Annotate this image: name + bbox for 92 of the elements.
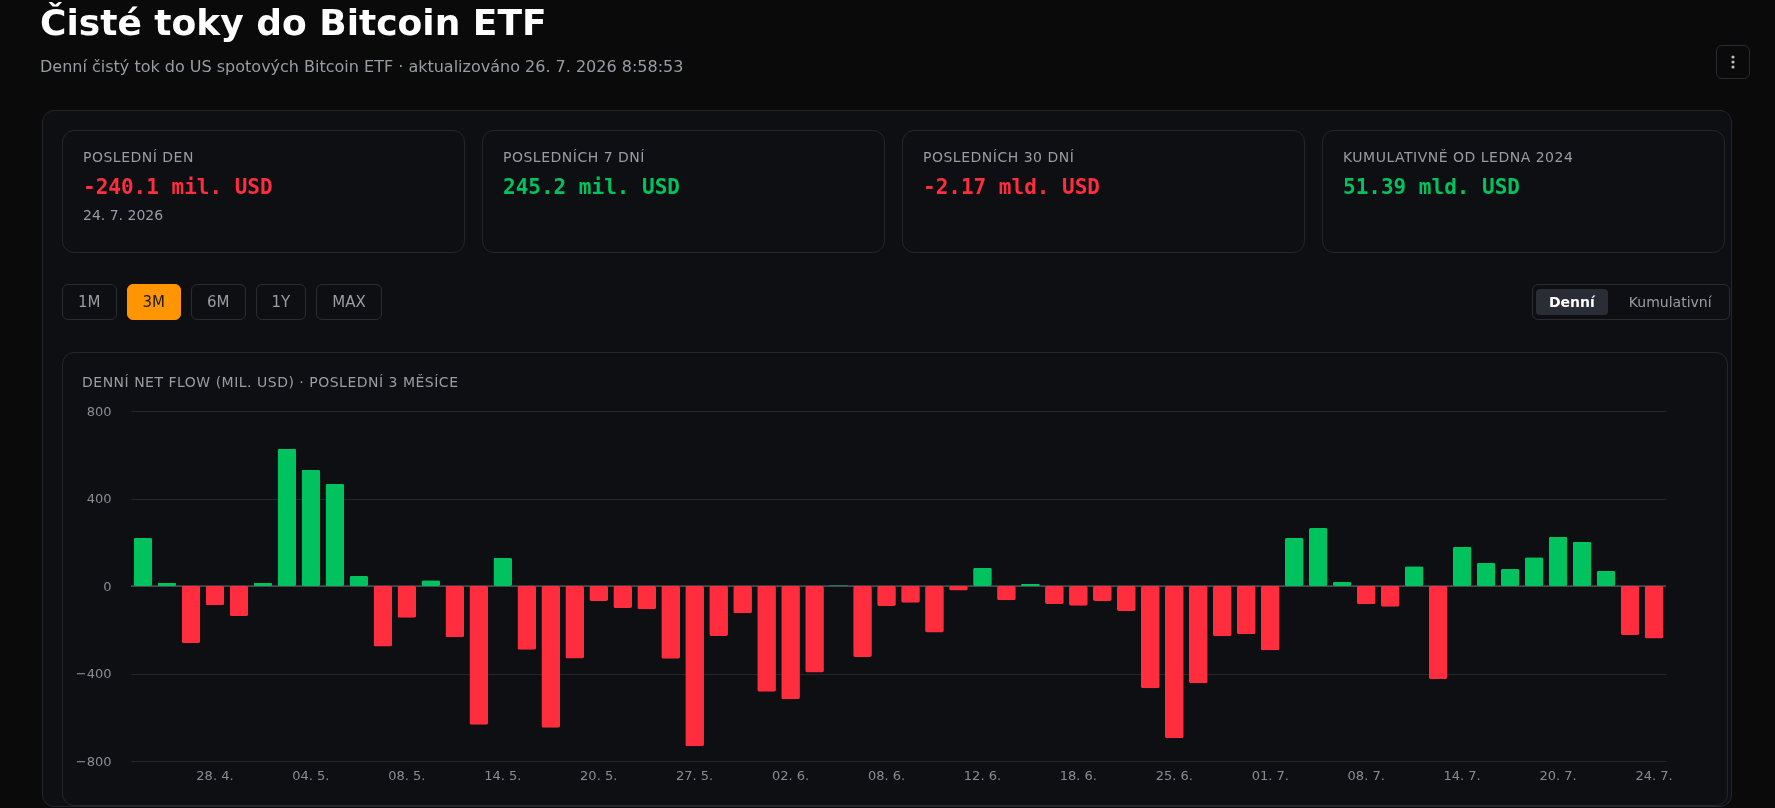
text: Čisté toky do Bitcoin ETF: [40, 2, 547, 43]
bar: [493, 557, 513, 586]
x-tick-label: 20. 7.: [1539, 767, 1577, 783]
x-tick-label: 08. 6.: [867, 767, 906, 783]
bar: [301, 469, 321, 586]
x-tick-label: 20. 5.: [580, 767, 618, 783]
bar: [1524, 557, 1544, 586]
x-tick-label: 02. 6.: [771, 767, 810, 783]
chart-title: DENNÍ NET FLOW (MIL. USD) · POSLEDNÍ 3 MĚSÍCE: [82, 373, 459, 392]
bar: [1596, 570, 1616, 586]
text: 6M: [191, 284, 246, 320]
text: Denní: [1536, 289, 1608, 315]
bar: [805, 586, 824, 673]
bar: [1476, 562, 1496, 586]
x-tick-label: 18. 6.: [1059, 767, 1097, 783]
y-tick-label: 0: [103, 578, 112, 594]
bar: [1164, 586, 1184, 739]
bar: [1356, 586, 1376, 605]
bar: [1428, 586, 1448, 679]
bar: [925, 586, 944, 633]
bar: [277, 448, 297, 586]
bar: [1500, 568, 1520, 586]
bar: [133, 537, 153, 586]
x-tick-label: 01. 7.: [1251, 767, 1289, 783]
bar: [589, 586, 609, 602]
bar: [1212, 586, 1232, 637]
text: 51.39 mld. USD: [1343, 175, 1521, 199]
x-tick-label: 24. 7.: [1635, 767, 1673, 783]
y-tick-label: 400: [86, 491, 112, 506]
text: 1Y: [255, 284, 307, 320]
x-tick-label: 12. 6.: [963, 767, 1002, 783]
x-tick-label: 28. 4.: [196, 767, 234, 783]
bar: [373, 586, 393, 647]
bar: [637, 586, 657, 610]
bar: [781, 586, 800, 700]
text: POSLEDNÍCH 30 DNÍ: [923, 149, 1076, 165]
bar: [1236, 586, 1256, 635]
bar: [1572, 541, 1592, 586]
bar: [181, 586, 201, 644]
x-tick-label: 27. 5.: [676, 767, 714, 783]
bar: [661, 586, 680, 659]
text: KUMULATIVNĚ OD LEDNA 2024: [1343, 149, 1575, 165]
bar: [613, 586, 633, 608]
text: 1M: [62, 284, 117, 320]
x-tick-label: 25. 6.: [1155, 767, 1193, 783]
bar: [1140, 586, 1160, 689]
text: -2.17 mld. USD: [923, 175, 1101, 199]
bar: [517, 586, 537, 650]
bar: [1260, 586, 1280, 651]
bar: [1308, 528, 1328, 586]
bar: [733, 586, 752, 614]
y-tick-label: −400: [75, 666, 112, 681]
bar: [1404, 566, 1424, 586]
text: -240.1 mil. USD: [83, 175, 274, 199]
bar: [1380, 586, 1400, 607]
x-tick-label: 08. 5.: [388, 767, 426, 783]
bar: [853, 586, 872, 658]
bar: [1452, 546, 1472, 586]
bar: [1548, 536, 1568, 586]
text: MAX: [316, 284, 382, 320]
bar: [397, 586, 417, 618]
bar: [685, 586, 704, 747]
bar: [229, 586, 249, 616]
bar: [325, 483, 345, 586]
text: POSLEDNÍCH 7 DNÍ: [503, 149, 646, 165]
bar: [445, 586, 465, 638]
bar: [1284, 537, 1304, 586]
text: Kumulativní: [1627, 293, 1713, 312]
bar: [205, 586, 225, 606]
bar: [1188, 586, 1208, 684]
bar: [1045, 586, 1064, 604]
bar: [757, 586, 776, 692]
y-tick-label: 800: [86, 403, 112, 419]
x-tick-label: 04. 5.: [292, 767, 330, 783]
x-tick-label: 14. 7.: [1443, 767, 1481, 783]
bar: [877, 586, 896, 606]
text: Denní čistý tok do US spotových Bitcoin ETF · aktualizováno 26. 7. 2026 8:58:53: [40, 57, 684, 76]
text: 3M: [126, 284, 181, 320]
bar: [349, 575, 369, 586]
bar: [1117, 586, 1136, 611]
bar: [541, 586, 561, 728]
bar: [469, 586, 489, 725]
bar: [709, 586, 728, 637]
x-tick-label: 14. 5.: [484, 767, 522, 783]
text: 24. 7. 2026: [83, 207, 165, 223]
text: POSLEDNÍ DEN: [83, 149, 195, 165]
bar: [565, 586, 585, 659]
text: 245.2 mil. USD: [503, 175, 681, 199]
bar: [1620, 586, 1640, 635]
x-tick-label: 08. 7.: [1347, 767, 1385, 783]
bar: [1644, 586, 1664, 639]
y-tick-label: −800: [75, 753, 112, 769]
